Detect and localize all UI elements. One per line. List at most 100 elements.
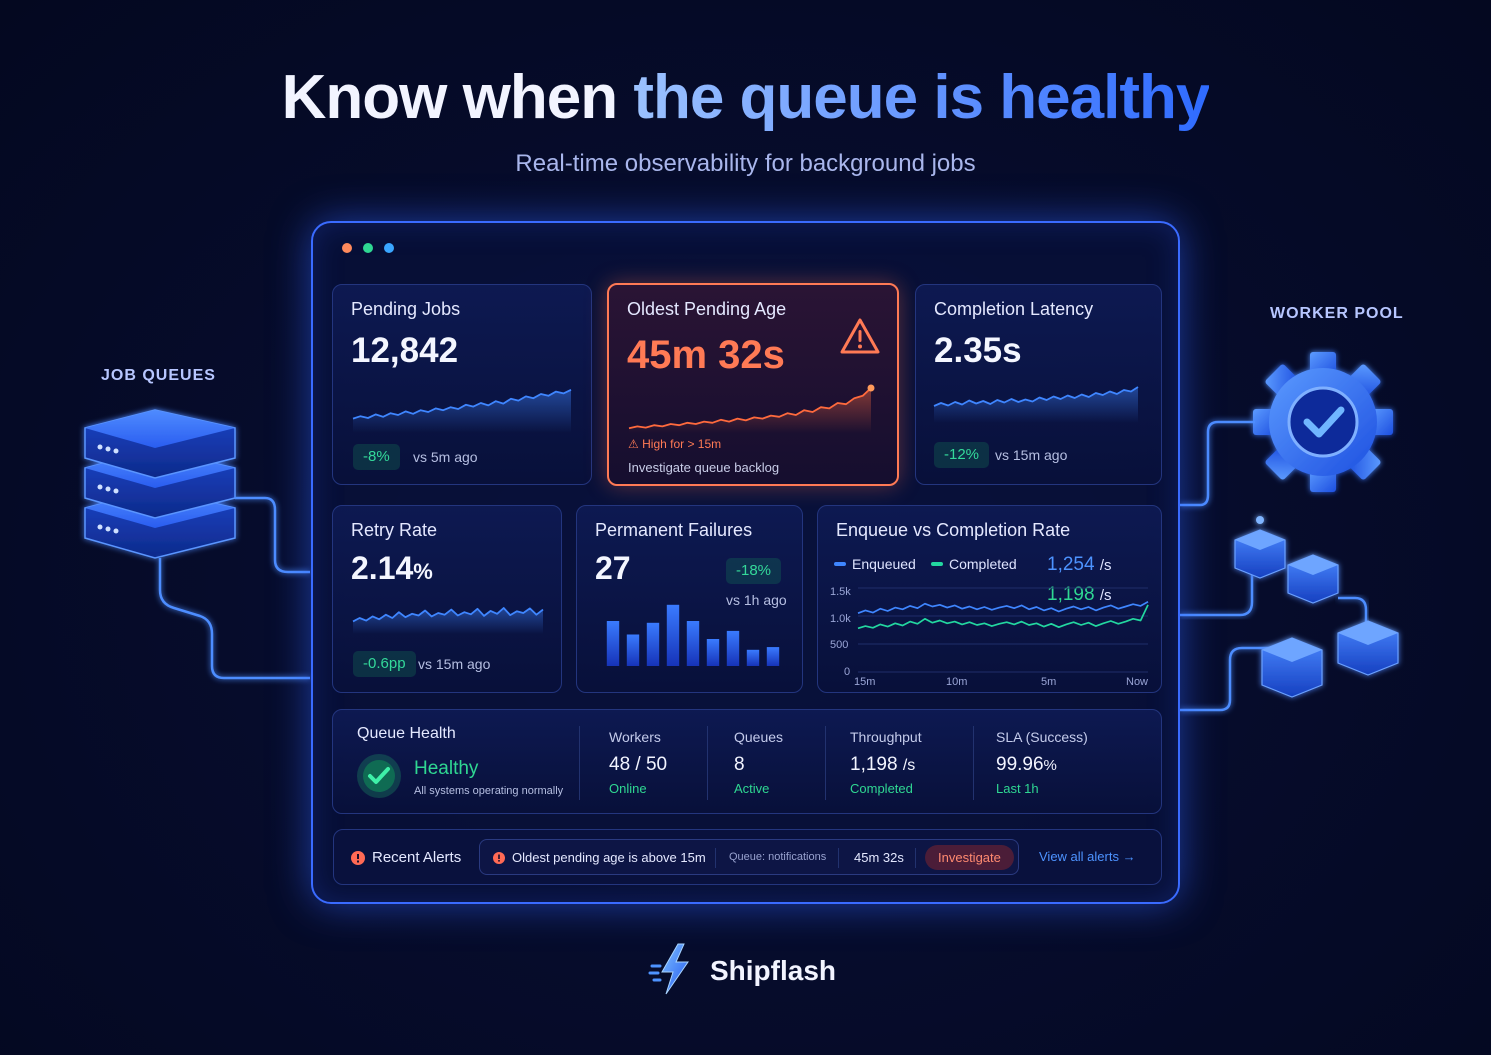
enqueued-rate: 1,254 /s <box>1047 554 1112 576</box>
retry-rate-card[interactable]: Retry Rate 2.14% -0.6pp vs 15m ago <box>332 505 562 693</box>
completed-rate: 1,198 /s <box>1047 584 1112 606</box>
sparkline-line <box>352 607 544 623</box>
health-status: Healthy <box>414 758 479 779</box>
permanent-failures-delta: -18% <box>726 558 782 584</box>
legend-enqueued-swatch <box>834 562 846 566</box>
pending-jobs-title: Pending Jobs <box>351 299 461 319</box>
sparkline-line <box>933 386 1139 407</box>
completed-series-line <box>857 604 1149 630</box>
stat-sla-row: 99.96% <box>996 754 1057 776</box>
alert-circle-icon <box>351 851 365 865</box>
permanent-failures-title: Permanent Failures <box>595 520 753 540</box>
enqueue-completion-title: Enqueue vs Completion Rate <box>836 520 1071 540</box>
legend-completed-label: Completed <box>949 556 1017 572</box>
investigate-button[interactable]: Investigate <box>925 845 1014 870</box>
pending-jobs-compare: vs 5m ago <box>413 449 478 465</box>
completion-latency-compare: vs 15m ago <box>995 447 1068 463</box>
window-dot-green[interactable] <box>363 243 373 253</box>
stat-throughput-value: 1,198 <box>850 754 898 775</box>
permanent-failures-value: 27 <box>595 550 631 586</box>
queue-health-panel: Queue Health Healthy All systems operati… <box>332 709 1162 814</box>
window-dot-blue[interactable] <box>384 243 394 253</box>
failures-bar <box>606 621 620 666</box>
alert-item[interactable]: Oldest pending age is above 15m Queue: n… <box>479 839 1019 875</box>
stat-throughput-sub: Completed <box>850 781 913 796</box>
stat-sla-value: 99.96 <box>996 754 1044 775</box>
stat-workers-label: Workers <box>609 729 661 745</box>
stat-queues-value: 8 <box>734 754 745 775</box>
sparkline-end-point <box>867 384 875 392</box>
enqueued-rate-value: 1,254 <box>1047 554 1095 575</box>
pending-jobs-card[interactable]: Pending Jobs 12,842 -8% vs 5m ago <box>332 284 592 485</box>
enqueue-completion-card[interactable]: Enqueue vs Completion Rate Enqueued Comp… <box>817 505 1162 693</box>
health-check-icon <box>357 754 401 798</box>
failures-bar <box>646 622 660 666</box>
failures-bar <box>626 634 640 666</box>
sparkline-line <box>628 387 872 430</box>
y-tick-label: 500 <box>830 639 849 651</box>
alert-item-icon <box>493 852 505 864</box>
legend-enqueued-label: Enqueued <box>852 556 916 572</box>
stat-queues-sub: Active <box>734 781 770 796</box>
retry-rate-sparkline <box>352 607 544 634</box>
stat-sla-unit: % <box>1043 757 1057 774</box>
oldest-pending-card[interactable]: Oldest Pending Age 45m 32s ⚠ High for > … <box>607 283 899 486</box>
pending-jobs-value: 12,842 <box>351 331 459 370</box>
completion-latency-value: 2.35s <box>934 331 1022 370</box>
x-tick-label: 5m <box>1041 676 1057 688</box>
failures-bar <box>766 647 780 666</box>
stat-divider <box>579 726 580 800</box>
oldest-pending-warning: ⚠ High for > 15m <box>628 437 721 451</box>
stat-throughput-label: Throughput <box>850 729 922 745</box>
completion-latency-card[interactable]: Completion Latency 2.35s -12% vs 15m ago <box>915 284 1162 485</box>
retry-rate-delta: -0.6pp <box>353 651 416 677</box>
pending-jobs-sparkline <box>352 388 572 433</box>
dashboard-window: Pending Jobs 12,842 -8% vs 5m ago Oldest… <box>311 221 1180 904</box>
retry-rate-unit: % <box>413 559 433 584</box>
headline-accent: the queue is healthy <box>633 63 1210 132</box>
stat-throughput-unit: /s <box>902 757 916 774</box>
stat-divider <box>973 726 974 800</box>
completion-latency-delta: -12% <box>934 442 990 468</box>
alert-divider <box>838 848 839 868</box>
failures-bar <box>666 604 680 666</box>
x-tick-label: Now <box>1126 676 1149 688</box>
enqueue-completion-line-chart <box>857 587 1149 673</box>
alert-divider <box>715 848 716 868</box>
permanent-failures-card[interactable]: Permanent Failures 27 -18% vs 1h ago <box>576 505 803 693</box>
retry-rate-value-row: 2.14% <box>351 550 433 587</box>
oldest-pending-title: Oldest Pending Age <box>627 299 787 319</box>
failures-bar <box>746 649 760 666</box>
completion-latency-title: Completion Latency <box>934 299 1094 319</box>
alert-message: Oldest pending age is above 15m <box>512 850 706 865</box>
stat-divider <box>825 726 826 800</box>
worker-pool-gear-icon <box>1180 352 1399 712</box>
enqueued-series-line <box>857 601 1149 614</box>
completed-rate-unit: /s <box>1099 587 1112 604</box>
failures-bar <box>686 621 700 666</box>
queue-health-title: Queue Health <box>357 725 456 742</box>
y-tick-label: 1.0k <box>830 613 851 625</box>
oldest-pending-value: 45m 32s <box>627 333 785 377</box>
x-tick-label: 10m <box>946 676 968 688</box>
health-status-note: All systems operating normally <box>414 785 564 797</box>
stat-sla-label: SLA (Success) <box>996 729 1088 745</box>
alert-divider <box>915 848 916 868</box>
headline: Know when the queue is healthy <box>0 62 1491 133</box>
permanent-failures-compare: vs 1h ago <box>726 592 787 608</box>
stat-queues-label: Queues <box>734 729 784 745</box>
stat-sla-sub: Last 1h <box>996 781 1039 796</box>
window-dot-orange[interactable] <box>342 243 352 253</box>
pending-jobs-delta: -8% <box>353 444 400 470</box>
alert-queue: Queue: notifications <box>729 851 827 863</box>
headline-part1: Know when <box>281 63 634 132</box>
sparkline-line <box>352 388 572 420</box>
failures-bar <box>706 639 720 666</box>
completion-latency-sparkline <box>933 386 1139 423</box>
warning-triangle-icon <box>840 318 880 354</box>
stat-divider <box>707 726 708 800</box>
retry-rate-title: Retry Rate <box>351 520 438 540</box>
completed-rate-value: 1,198 <box>1047 584 1095 605</box>
view-all-alerts-link[interactable]: View all alerts → <box>1039 849 1136 864</box>
retry-rate-value: 2.14 <box>351 550 414 586</box>
